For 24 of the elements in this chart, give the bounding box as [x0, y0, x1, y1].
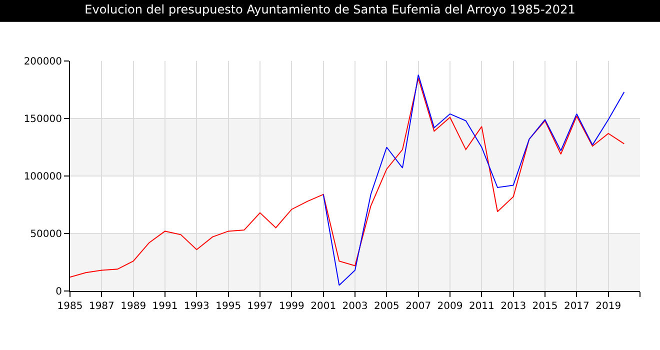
x-tick-label: 1991	[152, 301, 178, 312]
x-tick-label: 1999	[278, 301, 304, 312]
chart-title: Evolucion del presupuesto Ayuntamiento de Santa Eufemia del Arroyo 1985-2021	[84, 2, 576, 16]
x-tick-label: 1993	[184, 301, 210, 312]
x-tick-label: 2019	[596, 301, 622, 312]
y-tick-label: 200000	[24, 56, 62, 68]
x-tick-label: 1995	[216, 301, 242, 312]
x-tick-label: 1989	[120, 301, 146, 312]
y-tick-label: 50000	[30, 229, 62, 240]
x-tick-label: 1987	[88, 301, 114, 312]
y-tick-label: 100000	[24, 172, 62, 182]
x-tick-label: 2017	[564, 301, 590, 312]
y-tick-label: 0	[56, 286, 62, 298]
x-tick-label: 2001	[310, 301, 336, 312]
x-tick-label: 2013	[500, 301, 526, 312]
x-tick-label: 1985	[57, 301, 83, 312]
y-tick-label: 150000	[24, 114, 62, 125]
x-tick-label: 2007	[406, 301, 432, 312]
x-tick-label: 2015	[532, 301, 558, 312]
x-tick-label: 1997	[247, 301, 273, 312]
x-tick-label: 2011	[468, 301, 494, 312]
x-tick-label: 2005	[374, 301, 400, 312]
x-tick-label: 2009	[437, 301, 463, 312]
x-tick-label: 2003	[342, 301, 368, 312]
